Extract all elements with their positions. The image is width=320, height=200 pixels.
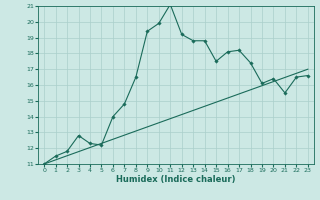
X-axis label: Humidex (Indice chaleur): Humidex (Indice chaleur)	[116, 175, 236, 184]
